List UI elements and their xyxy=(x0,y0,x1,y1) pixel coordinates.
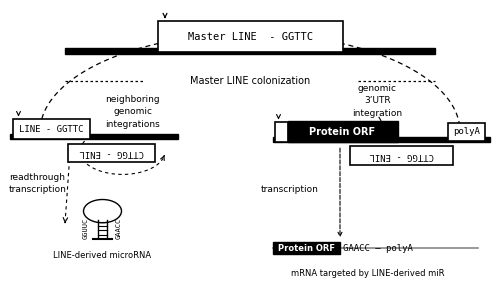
Bar xyxy=(350,146,452,165)
Bar xyxy=(12,119,90,139)
Text: genomic
3’UTR
integration: genomic 3’UTR integration xyxy=(352,84,403,118)
Bar xyxy=(272,242,340,254)
Text: readthrough
transcription: readthrough transcription xyxy=(8,173,66,194)
Text: polyA: polyA xyxy=(453,127,479,136)
Bar xyxy=(10,134,177,139)
Bar xyxy=(65,48,435,54)
Bar xyxy=(448,123,485,141)
Text: mRNA targeted by LINE-derived miR: mRNA targeted by LINE-derived miR xyxy=(291,269,444,278)
Text: LINE-derived microRNA: LINE-derived microRNA xyxy=(54,251,152,260)
Bar xyxy=(272,137,490,142)
Text: Protein ORF: Protein ORF xyxy=(310,127,376,137)
Text: GAACC: GAACC xyxy=(116,218,122,239)
Text: LINE - GGTTC: LINE - GGTTC xyxy=(19,125,84,134)
Text: transcription: transcription xyxy=(261,185,319,194)
Text: Protein ORF: Protein ORF xyxy=(278,244,335,253)
Bar xyxy=(275,122,287,142)
Bar xyxy=(68,144,155,162)
Text: GGUUC: GGUUC xyxy=(83,218,89,239)
Text: Master LINE colonization: Master LINE colonization xyxy=(190,76,310,86)
Text: GAACC – polyA: GAACC – polyA xyxy=(343,244,413,253)
Text: CTTGG - ENIL: CTTGG - ENIL xyxy=(79,148,144,158)
Bar xyxy=(288,121,398,142)
Text: neighboring
genomic
integrations: neighboring genomic integrations xyxy=(105,95,160,129)
Text: CTTGG - ENIL: CTTGG - ENIL xyxy=(369,151,434,160)
Text: Master LINE  - GGTTC: Master LINE - GGTTC xyxy=(188,32,312,42)
Bar xyxy=(158,21,342,52)
